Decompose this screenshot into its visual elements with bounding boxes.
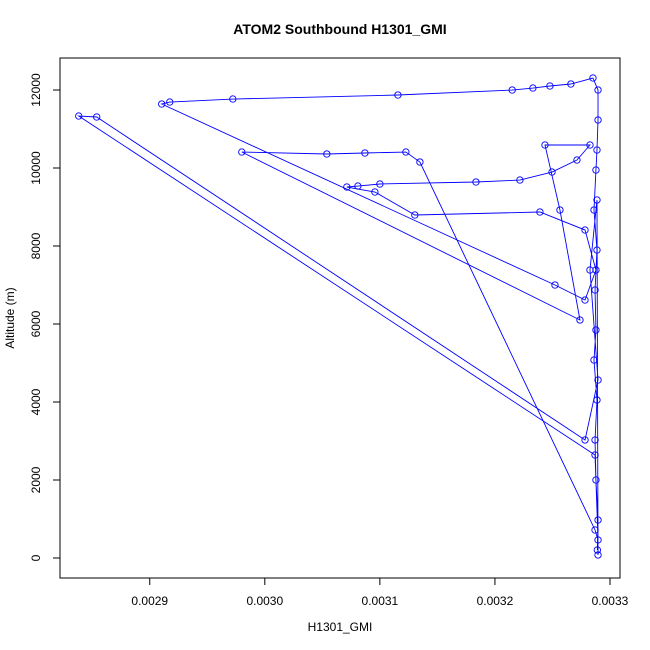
data-point — [354, 182, 362, 190]
data-point — [536, 208, 544, 216]
data-point — [593, 396, 601, 404]
x-tick-label: 0.0032 — [477, 594, 514, 608]
data-point — [166, 98, 174, 106]
data-point — [594, 116, 602, 124]
data-point — [593, 146, 601, 154]
data-point — [592, 326, 600, 334]
data-point — [371, 188, 379, 196]
data-point — [238, 148, 246, 156]
data-point — [516, 176, 524, 184]
data-point — [593, 196, 601, 204]
data-point — [93, 113, 101, 121]
y-tick-label: 2000 — [29, 466, 43, 493]
data-point — [581, 296, 589, 304]
data-line — [77, 77, 599, 555]
data-point — [323, 150, 331, 158]
x-tick-label: 0.0031 — [362, 594, 399, 608]
data-point — [472, 178, 480, 186]
data-point — [593, 246, 601, 254]
data-point — [551, 281, 559, 289]
data-point — [556, 206, 564, 214]
data-point — [546, 82, 554, 90]
chart-title: ATOM2 Southbound H1301_GMI — [233, 21, 446, 37]
x-tick-label: 0.0033 — [592, 594, 629, 608]
data-point — [416, 158, 424, 166]
data-point — [586, 266, 594, 274]
x-tick-label: 0.0030 — [246, 594, 283, 608]
data-point — [586, 141, 594, 149]
data-point — [158, 100, 166, 108]
y-tick-label: 4000 — [29, 388, 43, 415]
y-axis-label: Altitude (m) — [3, 287, 17, 348]
data-point — [529, 84, 537, 92]
data-point — [591, 286, 599, 294]
data-point — [591, 526, 599, 534]
data-point — [589, 74, 597, 82]
data-point — [75, 112, 83, 120]
y-tick-label: 0 — [29, 554, 43, 561]
plot-frame — [59, 57, 621, 579]
data-point — [361, 149, 369, 157]
data-point — [394, 91, 402, 99]
data-point — [541, 141, 549, 149]
x-axis-label: H1301_GMI — [308, 620, 373, 634]
x-tick-label: 0.0029 — [131, 594, 168, 608]
data-point — [592, 476, 600, 484]
y-tick-label: 12000 — [29, 73, 43, 107]
y-tick-label: 6000 — [29, 310, 43, 337]
data-point — [594, 516, 602, 524]
y-tick-label: 8000 — [29, 232, 43, 259]
data-point — [591, 451, 599, 459]
data-point — [229, 95, 237, 103]
data-point — [411, 211, 419, 219]
data-point — [508, 86, 516, 94]
data-point — [590, 206, 598, 214]
data-point — [581, 226, 589, 234]
data-point — [573, 156, 581, 164]
data-point — [548, 168, 556, 176]
data-point — [402, 148, 410, 156]
data-point — [594, 376, 602, 384]
data-point — [343, 183, 351, 191]
data-point — [594, 551, 602, 559]
data-point — [576, 316, 584, 324]
y-tick-label: 10000 — [29, 151, 43, 185]
data-point — [594, 536, 602, 544]
data-point — [593, 546, 601, 554]
data-point — [590, 356, 598, 364]
data-point — [591, 436, 599, 444]
data-point — [581, 436, 589, 444]
data-point — [567, 80, 575, 88]
data-point — [594, 86, 602, 94]
data-point — [376, 180, 384, 188]
data-point — [592, 166, 600, 174]
